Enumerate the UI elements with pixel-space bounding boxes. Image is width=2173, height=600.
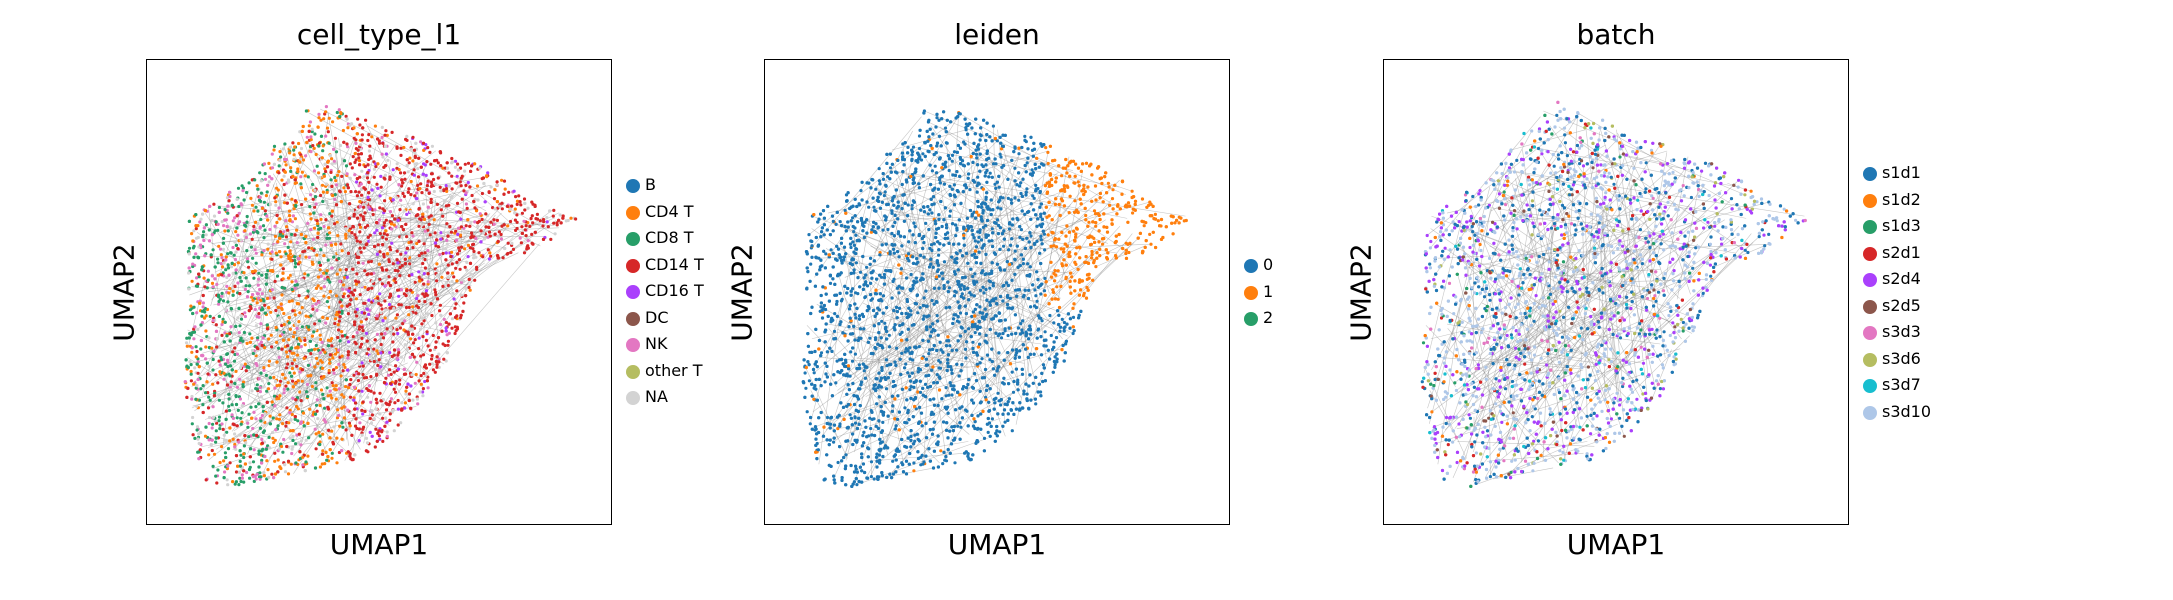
legend-marker bbox=[1863, 405, 1877, 420]
legend-label: B bbox=[645, 175, 656, 194]
legend-marker bbox=[1244, 312, 1258, 326]
legend-marker bbox=[626, 338, 640, 352]
legend-label: CD4 T bbox=[645, 201, 694, 221]
scatter-points bbox=[1420, 100, 1807, 488]
legend-marker bbox=[1863, 167, 1877, 181]
legend-marker bbox=[1244, 259, 1258, 273]
legend-marker bbox=[626, 285, 640, 299]
legend-label: s3d3 bbox=[1882, 322, 1921, 341]
legend-label: s1d1 bbox=[1882, 163, 1921, 182]
legend-label: DC bbox=[645, 307, 669, 327]
legend-marker bbox=[1863, 379, 1877, 393]
legend-label: s2d1 bbox=[1882, 242, 1921, 262]
legend-marker bbox=[626, 311, 640, 326]
legend-marker bbox=[1863, 352, 1877, 367]
legend-marker bbox=[626, 179, 640, 193]
legend-label: 2 bbox=[1263, 308, 1274, 327]
legend-label: s1d3 bbox=[1882, 216, 1921, 235]
legend-marker bbox=[626, 364, 640, 379]
legend-label: 1 bbox=[1263, 281, 1274, 301]
legend-label: other T bbox=[645, 360, 703, 380]
x-axis-label: UMAP1 bbox=[1566, 528, 1666, 561]
legend-label: CD14 T bbox=[645, 254, 704, 274]
legend-label: s2d5 bbox=[1882, 295, 1921, 315]
legend-marker bbox=[1863, 220, 1877, 234]
legend-marker bbox=[1863, 326, 1877, 340]
panel-title: leiden bbox=[954, 18, 1040, 51]
panel-title: cell_type_l1 bbox=[296, 18, 462, 51]
graph-edges bbox=[1423, 110, 1805, 485]
umap-panel-cell-type: cell_type_l1 UMAP1 UMAP2 B CD4 T CD8 T CD14… bbox=[0, 0, 720, 600]
legend-label: CD16 T bbox=[645, 281, 704, 300]
legend-marker bbox=[626, 391, 640, 405]
x-axis-label: UMAP1 bbox=[947, 528, 1047, 561]
plot-area bbox=[764, 59, 1230, 525]
legend-label: s1d2 bbox=[1882, 189, 1921, 209]
legend-marker bbox=[1244, 285, 1258, 300]
legend-label: s2d4 bbox=[1882, 269, 1921, 288]
legend-marker bbox=[1863, 273, 1877, 287]
legend-label: s3d10 bbox=[1882, 401, 1932, 421]
plot-area bbox=[146, 59, 612, 525]
legend-marker bbox=[626, 258, 640, 273]
legend-label: s3d7 bbox=[1882, 375, 1921, 394]
legend-label: CD8 T bbox=[645, 228, 694, 247]
legend-marker bbox=[626, 205, 640, 220]
legend-label: NK bbox=[645, 334, 668, 353]
panel-title: batch bbox=[1576, 18, 1656, 51]
legend-marker bbox=[1863, 246, 1877, 261]
x-axis-label: UMAP1 bbox=[329, 528, 429, 561]
scatter-points bbox=[801, 109, 1188, 488]
umap-panel-batch: batch UMAP1 UMAP2 s1d1 s1d2 s1d3 s2d1 s2d4 s2… bbox=[1344, 18, 1932, 561]
legend-marker bbox=[1863, 299, 1877, 314]
legend-label: NA bbox=[645, 387, 668, 406]
plot-area bbox=[1383, 59, 1849, 525]
legend-marker bbox=[1863, 193, 1877, 208]
scatter-points bbox=[183, 105, 578, 487]
scatter-plot bbox=[1420, 100, 1807, 488]
legend-label: 0 bbox=[1263, 255, 1274, 274]
scatter-plot bbox=[183, 105, 578, 487]
legend-label: s3d6 bbox=[1882, 348, 1921, 368]
y-axis-label: UMAP2 bbox=[1344, 243, 1378, 342]
scatter-plot bbox=[801, 109, 1188, 488]
legend-marker bbox=[626, 232, 640, 246]
